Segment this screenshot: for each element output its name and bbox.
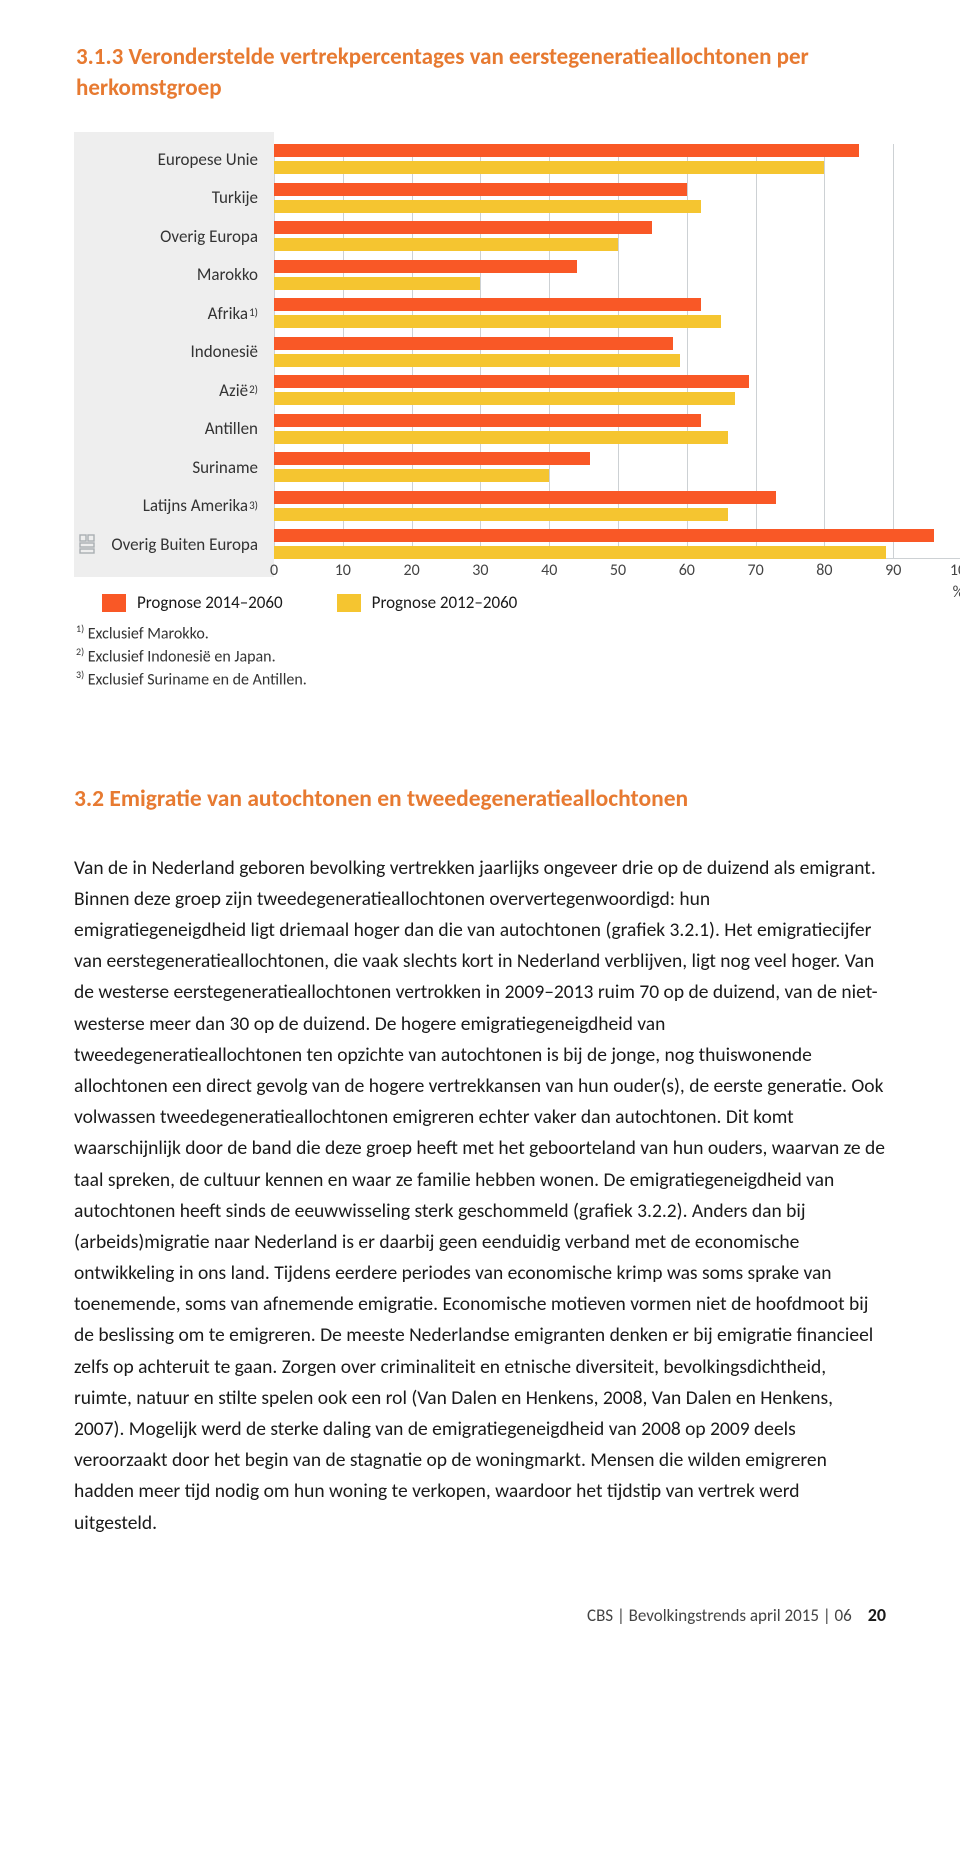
axis-unit-label: % [953, 580, 960, 606]
bar-row [274, 221, 960, 251]
bar-row [274, 452, 960, 482]
bar-row [274, 298, 960, 328]
category-label: Overig Buiten Europa [90, 529, 258, 559]
cbs-logo-icon [78, 533, 102, 567]
bar-row [274, 414, 960, 444]
chart-left-panel: Europese Unie Turkije Overig Europa Marokko… [74, 132, 274, 577]
bar-series-2 [274, 238, 618, 251]
bar-series-2 [274, 315, 721, 328]
chart-legend: Prognose 2014–2060 Prognose 2012–2060 [74, 589, 886, 616]
bar-row [274, 183, 960, 213]
category-label: Afrika1) [90, 298, 258, 328]
bar-series-1 [274, 375, 749, 388]
bar-series-2 [274, 546, 886, 559]
chart-plot-area: % 0102030405060708090100 [274, 132, 960, 577]
bar-series-2 [274, 161, 824, 174]
bar-row [274, 144, 960, 174]
page-footer: CBS | Bevolkingstrends april 2015 | 06 2… [74, 1601, 886, 1630]
chart-title: 3.1.3 Veronderstelde vertrekpercentages … [74, 42, 886, 104]
category-label: Marokko [90, 260, 258, 290]
axis-tick-label: 70 [747, 558, 763, 584]
category-label: Europese Unie [90, 144, 258, 174]
category-label: Indonesië [90, 337, 258, 367]
category-label: Suriname [90, 452, 258, 482]
body-paragraph: Van de in Nederland geboren bevolking ve… [74, 853, 886, 1539]
section-heading: 3.2 Emigratie van autochtonen en tweedeg… [74, 781, 886, 819]
bar-row [274, 491, 960, 521]
bar-series-1 [274, 144, 859, 157]
axis-tick-label: 90 [885, 558, 901, 584]
bar-series-1 [274, 337, 673, 350]
legend-item: Prognose 2012–2060 [337, 589, 518, 616]
bar-series-2 [274, 392, 735, 405]
chart-footnotes: 1) Exclusief Marokko.2) Exclusief Indone… [74, 622, 886, 691]
bar-series-1 [274, 260, 577, 273]
category-label: Azië2) [90, 375, 258, 405]
bar-series-1 [274, 221, 652, 234]
axis-tick-label: 50 [610, 558, 626, 584]
category-label: Turkije [90, 183, 258, 213]
bar-series-1 [274, 452, 590, 465]
category-label: Latijns Amerika3) [90, 491, 258, 521]
bar-row [274, 260, 960, 290]
legend-label: Prognose 2014–2060 [137, 589, 283, 616]
footer-text: CBS | Bevolkingstrends april 2015 | 06 [587, 1602, 852, 1629]
bar-row [274, 337, 960, 367]
legend-item: Prognose 2014–2060 [102, 589, 283, 616]
footnote: 3) Exclusief Suriname en de Antillen. [76, 668, 886, 691]
category-label: Overig Europa [90, 221, 258, 251]
bar-series-2 [274, 200, 701, 213]
bar-series-1 [274, 183, 687, 196]
axis-tick-label: 80 [816, 558, 832, 584]
bar-row [274, 375, 960, 405]
chart-container: Europese Unie Turkije Overig Europa Marokko… [74, 132, 886, 577]
paragraph-text: Van de in Nederland geboren bevolking ve… [74, 853, 886, 1539]
legend-swatch [337, 594, 361, 612]
footnote: 1) Exclusief Marokko. [76, 622, 886, 645]
bar-series-1 [274, 298, 701, 311]
axis-tick-label: 40 [541, 558, 557, 584]
category-label: Antillen [90, 414, 258, 444]
axis-tick-label: 20 [403, 558, 419, 584]
legend-label: Prognose 2012–2060 [372, 589, 518, 616]
axis-tick-label: 30 [472, 558, 488, 584]
axis-tick-label: 0 [270, 558, 278, 584]
bar-series-1 [274, 529, 934, 542]
bar-series-2 [274, 431, 728, 444]
bar-row [274, 529, 960, 559]
bar-series-2 [274, 508, 728, 521]
bar-series-2 [274, 354, 680, 367]
bar-series-2 [274, 469, 549, 482]
legend-swatch [102, 594, 126, 612]
bar-series-1 [274, 414, 701, 427]
axis-tick-label: 60 [679, 558, 695, 584]
bar-series-2 [274, 277, 480, 290]
bar-series-1 [274, 491, 776, 504]
footnote: 2) Exclusief Indonesië en Japan. [76, 645, 886, 668]
page-number: 20 [868, 1601, 886, 1630]
axis-tick-label: 100 [950, 558, 960, 584]
axis-tick-label: 10 [335, 558, 351, 584]
